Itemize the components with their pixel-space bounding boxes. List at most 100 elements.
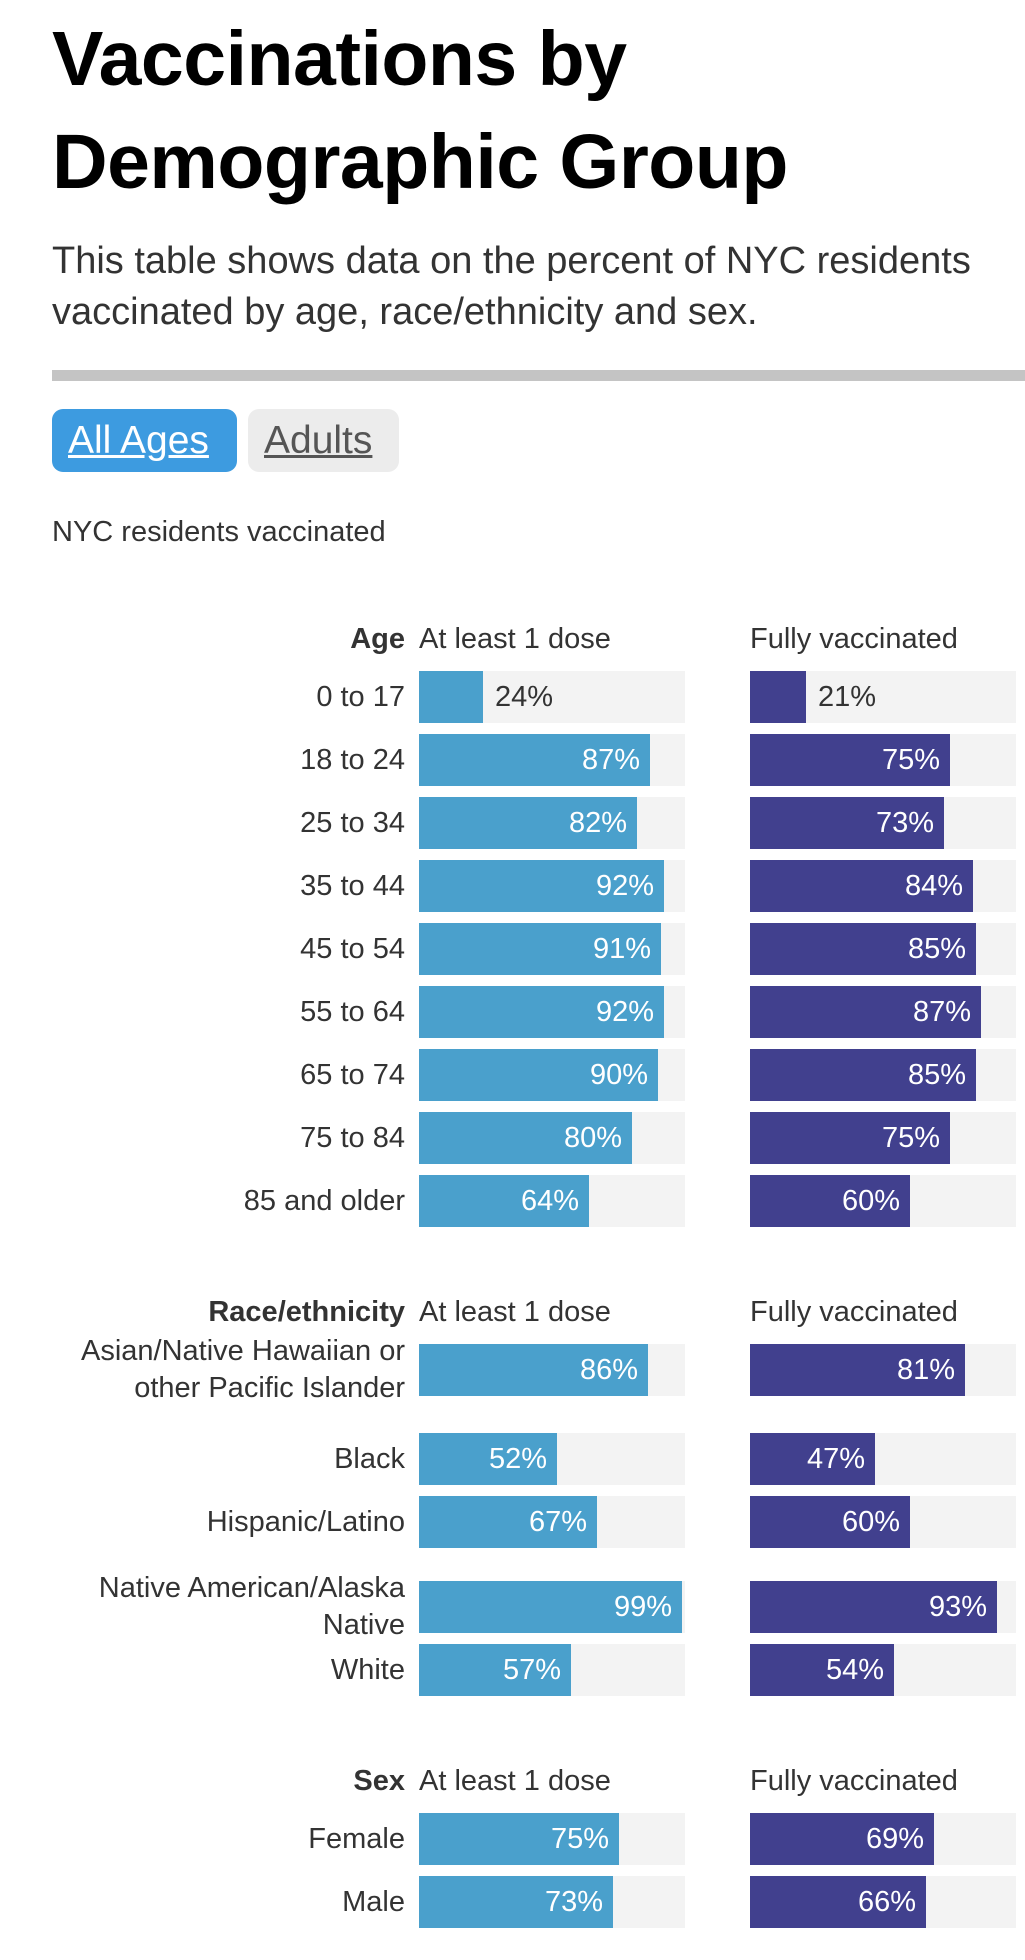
- row-label: Native American/Alaska Native: [98, 1572, 405, 1641]
- bar-track: 57%: [419, 1644, 685, 1696]
- data-label: 80%: [563, 1122, 622, 1154]
- row-label: 18 to 24: [300, 743, 405, 776]
- bar-fully-vaccinated: [750, 1813, 934, 1865]
- row-label: Black: [334, 1442, 405, 1475]
- bar-fully-vaccinated: [750, 1049, 976, 1101]
- row-label: 25 to 34: [300, 806, 405, 839]
- data-label: 81%: [896, 1354, 955, 1386]
- table-row: 85 and older 64% 60%: [0, 1175, 1025, 1227]
- table-row: Female 75% 69%: [0, 1813, 1025, 1865]
- data-label: 92%: [595, 996, 654, 1028]
- data-label: 75%: [550, 1823, 609, 1855]
- section-title: Age: [350, 623, 405, 655]
- section-header: Race/ethnicity At least 1 dose Fully vacci…: [0, 1292, 1025, 1332]
- data-label: 85%: [907, 933, 966, 965]
- bar-fully-vaccinated: [750, 1433, 875, 1485]
- table-row: Male 73% 66%: [0, 1876, 1025, 1928]
- table-row: Hispanic/Latino 67% 60%: [0, 1496, 1025, 1548]
- bar-at-least-one-dose: [419, 1433, 557, 1485]
- data-label: 92%: [595, 870, 654, 902]
- bar-track: 60%: [750, 1175, 1016, 1227]
- divider: [52, 370, 1025, 381]
- bar-at-least-one-dose: [419, 860, 664, 912]
- bar-at-least-one-dose: [419, 671, 483, 723]
- row-label: 35 to 44: [300, 869, 405, 902]
- data-label: 60%: [841, 1185, 900, 1217]
- bar-at-least-one-dose: [419, 734, 650, 786]
- column-header-fully-vaccinated: Fully vaccinated: [750, 623, 958, 655]
- bar-fully-vaccinated: [750, 860, 973, 912]
- bar-at-least-one-dose: [419, 1496, 597, 1548]
- bar-track: 99%: [419, 1581, 685, 1633]
- table-row: 45 to 54 91% 85%: [0, 923, 1025, 975]
- row-label: 65 to 74: [300, 1058, 405, 1091]
- data-label: 73%: [544, 1886, 603, 1918]
- table-row: 55 to 64 92% 87%: [0, 986, 1025, 1038]
- bar-track: 85%: [750, 923, 1016, 975]
- bar-at-least-one-dose: [419, 1581, 682, 1633]
- data-label: 82%: [568, 807, 627, 839]
- bar-track: 47%: [750, 1433, 1016, 1485]
- bar-track: 24%: [419, 671, 685, 723]
- column-header-fully-vaccinated: Fully vaccinated: [750, 1765, 958, 1797]
- bar-track: 90%: [419, 1049, 685, 1101]
- data-label: 90%: [589, 1059, 648, 1091]
- section-title: Sex: [353, 1765, 405, 1797]
- bar-track: 67%: [419, 1496, 685, 1548]
- column-header-at-least-one-dose: At least 1 dose: [419, 623, 611, 655]
- data-label: 87%: [581, 744, 640, 776]
- data-label: 57%: [502, 1654, 561, 1686]
- table-row: White 57% 54%: [0, 1644, 1025, 1696]
- bar-track: 21%: [750, 671, 1016, 723]
- bar-fully-vaccinated: [750, 797, 944, 849]
- table-row: 18 to 24 87% 75%: [0, 734, 1025, 786]
- bar-fully-vaccinated: [750, 1581, 997, 1633]
- bar-at-least-one-dose: [419, 1876, 613, 1928]
- bar-track: 86%: [419, 1344, 685, 1396]
- column-header-fully-vaccinated: Fully vaccinated: [750, 1296, 958, 1328]
- bar-track: 87%: [419, 734, 685, 786]
- row-label: 85 and older: [243, 1184, 405, 1217]
- bar-fully-vaccinated: [750, 1876, 926, 1928]
- bar-track: 75%: [419, 1813, 685, 1865]
- bar-track: 66%: [750, 1876, 1016, 1928]
- bar-fully-vaccinated: [750, 923, 976, 975]
- bar-track: 69%: [750, 1813, 1016, 1865]
- bar-fully-vaccinated: [750, 1175, 910, 1227]
- bar-fully-vaccinated: [750, 986, 981, 1038]
- data-label: 66%: [857, 1886, 916, 1918]
- bar-at-least-one-dose: [419, 1175, 589, 1227]
- data-label: 73%: [875, 807, 934, 839]
- bar-at-least-one-dose: [419, 923, 661, 975]
- bar-track: 81%: [750, 1344, 1016, 1396]
- table-row: 75 to 84 80% 75%: [0, 1112, 1025, 1164]
- bar-fully-vaccinated: [750, 734, 950, 786]
- table-row: Native American/Alaska Native 99% 93%: [0, 1570, 1025, 1644]
- table-row: 65 to 74 90% 85%: [0, 1049, 1025, 1101]
- data-label: 47%: [806, 1443, 865, 1475]
- row-label: Hispanic/Latino: [206, 1505, 405, 1538]
- bar-track: 87%: [750, 986, 1016, 1038]
- row-label: White: [330, 1653, 405, 1686]
- page-subtitle: This table shows data on the percent of …: [52, 240, 971, 333]
- row-label: 75 to 84: [300, 1121, 405, 1154]
- data-label: 99%: [613, 1591, 672, 1623]
- data-label: 75%: [881, 744, 940, 776]
- bar-fully-vaccinated: [750, 1112, 950, 1164]
- all-ages-button[interactable]: All Ages: [52, 409, 237, 472]
- bar-fully-vaccinated: [750, 1496, 910, 1548]
- data-label: 75%: [881, 1122, 940, 1154]
- bar-track: 80%: [419, 1112, 685, 1164]
- bar-at-least-one-dose: [419, 1813, 619, 1865]
- row-label: Asian/Native Hawaiian or other Pacific I…: [81, 1335, 405, 1404]
- column-header-at-least-one-dose: At least 1 dose: [419, 1296, 611, 1328]
- table-row: Asian/Native Hawaiian or other Pacific I…: [0, 1333, 1025, 1407]
- data-label: 93%: [928, 1591, 987, 1623]
- data-label: 85%: [907, 1059, 966, 1091]
- bar-fully-vaccinated: [750, 1644, 894, 1696]
- bar-track: 73%: [750, 797, 1016, 849]
- adults-button[interactable]: Adults: [248, 409, 399, 472]
- data-label: 52%: [488, 1443, 547, 1475]
- row-label: 55 to 64: [300, 995, 405, 1028]
